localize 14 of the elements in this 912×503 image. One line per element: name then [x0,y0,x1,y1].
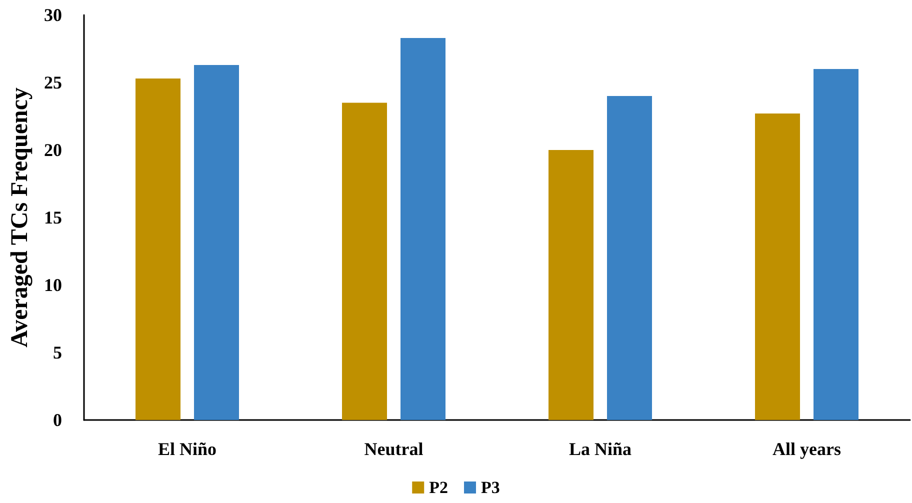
y-tick-label: 30 [44,5,62,25]
x-tick-label: La Niña [568,439,632,459]
legend-label: P3 [481,478,500,497]
y-tick-label: 25 [44,72,62,92]
y-tick-label: 20 [44,140,62,160]
x-tick-label: El Niño [158,439,217,459]
y-tick-label: 0 [53,410,62,430]
x-tick-label: All years [772,439,841,459]
y-tick-label: 5 [53,342,62,362]
y-axis-title: Averaged TCs Frequency [7,88,33,348]
legend-label: P2 [429,478,448,497]
x-tick-label: Neutral [364,439,424,459]
y-tick-label: 15 [44,208,62,228]
y-tick-label: 10 [44,275,62,295]
